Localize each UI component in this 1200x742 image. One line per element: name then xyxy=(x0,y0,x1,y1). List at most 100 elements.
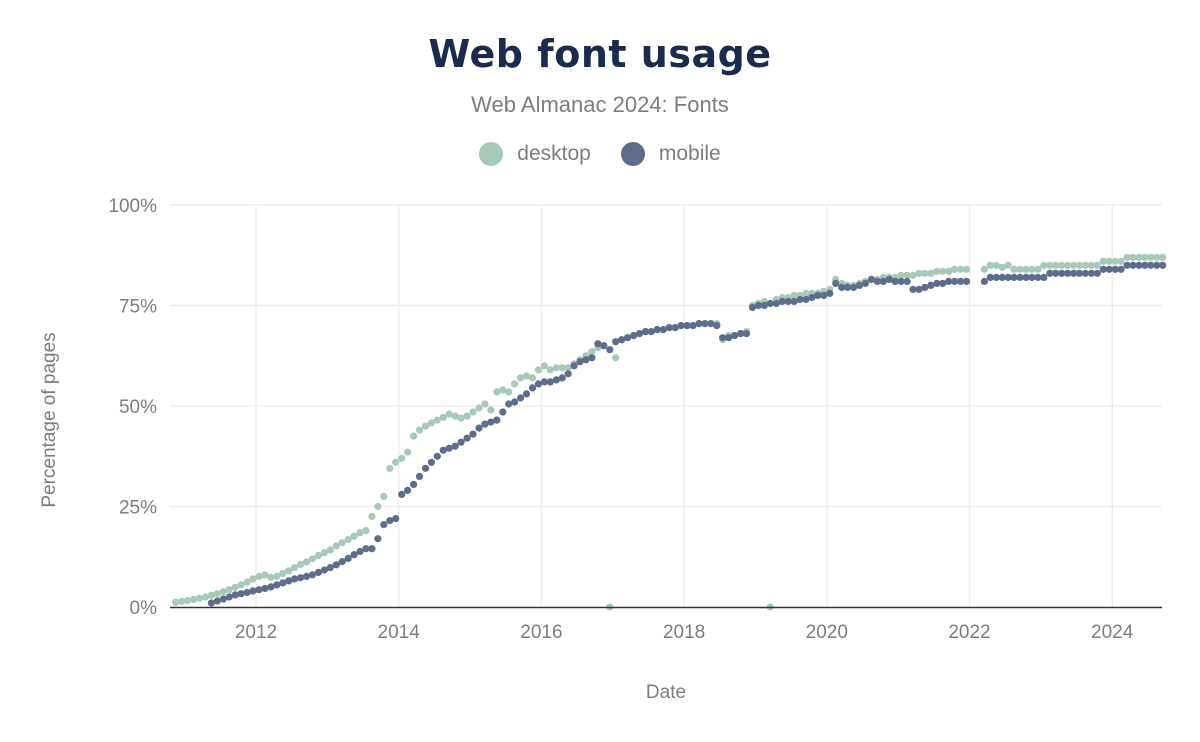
data-point-desktop xyxy=(463,412,471,420)
data-point-mobile xyxy=(1058,269,1066,277)
data-point-mobile xyxy=(891,277,899,285)
data-point-mobile xyxy=(939,279,947,287)
data-point-desktop xyxy=(522,372,531,380)
x-axis-label: Date xyxy=(646,682,686,703)
data-point-desktop xyxy=(308,555,317,563)
data-point-desktop xyxy=(190,595,198,604)
data-point-desktop xyxy=(802,289,810,297)
data-point-mobile xyxy=(314,568,322,577)
data-point-mobile xyxy=(1046,269,1054,277)
data-point-mobile xyxy=(802,295,810,304)
data-point-mobile xyxy=(1147,261,1155,269)
data-point-mobile xyxy=(261,584,269,593)
data-point-desktop xyxy=(451,412,459,420)
data-point-mobile xyxy=(1111,265,1119,273)
data-point-mobile xyxy=(297,574,305,582)
data-point-mobile xyxy=(600,342,608,350)
data-point-desktop xyxy=(213,590,221,598)
data-point-desktop xyxy=(421,422,430,430)
data-point-mobile xyxy=(410,480,418,488)
x-tick-label: 2024 xyxy=(1091,622,1134,643)
data-point-mobile xyxy=(1052,269,1060,277)
data-point-mobile xyxy=(356,547,364,556)
data-point-mobile xyxy=(772,299,780,308)
data-point-desktop xyxy=(903,271,911,279)
data-point-mobile xyxy=(1004,273,1012,281)
data-point-mobile xyxy=(671,324,679,332)
data-point-mobile xyxy=(689,322,697,330)
data-point-mobile xyxy=(784,297,792,306)
data-point-mobile xyxy=(522,390,531,398)
data-point-mobile xyxy=(707,320,715,328)
data-point-desktop xyxy=(332,542,340,550)
data-point-mobile xyxy=(231,591,239,599)
data-point-desktop xyxy=(897,271,905,279)
data-point-mobile xyxy=(861,279,870,287)
data-point-mobile xyxy=(844,283,852,291)
data-point-mobile xyxy=(659,326,667,334)
data-point-mobile xyxy=(719,334,727,342)
data-point-mobile xyxy=(213,597,221,605)
data-point-desktop xyxy=(386,464,394,472)
data-point-mobile xyxy=(1070,269,1078,277)
data-point-mobile xyxy=(1034,273,1042,281)
data-point-mobile xyxy=(1087,269,1095,277)
data-point-desktop xyxy=(552,364,560,372)
data-point-mobile xyxy=(528,384,537,392)
data-point-desktop xyxy=(1022,265,1030,273)
data-point-desktop xyxy=(1123,253,1131,261)
data-point-desktop xyxy=(1004,261,1012,269)
data-point-mobile xyxy=(1016,273,1024,281)
data-point-desktop xyxy=(1040,261,1048,269)
data-point-mobile xyxy=(451,442,459,450)
data-point-mobile xyxy=(927,281,935,289)
data-point-desktop xyxy=(201,593,210,601)
data-point-desktop xyxy=(499,386,507,394)
data-point-mobile xyxy=(945,277,953,285)
data-point-mobile xyxy=(838,283,846,291)
data-point-desktop xyxy=(1046,261,1054,269)
data-point-mobile xyxy=(582,356,590,364)
data-point-desktop xyxy=(921,269,929,277)
data-point-mobile xyxy=(766,299,774,308)
legend: desktop mobile xyxy=(0,142,1200,166)
data-point-mobile xyxy=(546,378,554,386)
data-point-mobile xyxy=(618,336,626,344)
data-point-mobile xyxy=(713,322,721,330)
data-point-mobile xyxy=(362,545,370,553)
data-point-mobile xyxy=(594,340,602,348)
data-point-desktop xyxy=(1099,257,1107,265)
data-point-desktop xyxy=(374,502,382,511)
data-point-desktop xyxy=(540,362,549,370)
data-point-mobile xyxy=(564,370,572,378)
data-point-desktop xyxy=(517,374,525,382)
data-point-mobile xyxy=(1117,265,1125,273)
data-point-mobile xyxy=(463,434,471,442)
data-point-mobile xyxy=(986,273,994,281)
data-point-desktop xyxy=(469,408,477,416)
data-point-mobile xyxy=(517,394,525,402)
data-point-mobile xyxy=(635,330,644,338)
data-point-desktop xyxy=(558,364,566,372)
data-point-mobile xyxy=(510,398,519,406)
legend-item-desktop[interactable]: desktop xyxy=(479,142,591,166)
data-point-mobile xyxy=(380,521,388,529)
data-point-mobile xyxy=(653,326,661,334)
data-point-desktop xyxy=(1147,253,1155,261)
data-point-mobile xyxy=(457,438,465,446)
data-point-mobile xyxy=(850,283,858,291)
data-point-desktop xyxy=(225,586,233,594)
data-point-mobile xyxy=(558,374,566,382)
data-point-desktop xyxy=(1141,253,1149,261)
data-point-desktop xyxy=(998,263,1006,271)
data-point-mobile xyxy=(540,378,549,386)
data-point-mobile xyxy=(683,322,691,330)
data-point-mobile xyxy=(249,587,257,595)
data-point-mobile xyxy=(1081,269,1089,277)
x-tick-label: 2012 xyxy=(235,622,277,643)
legend-item-mobile[interactable]: mobile xyxy=(620,142,721,166)
data-point-mobile xyxy=(273,581,281,589)
data-point-desktop xyxy=(957,265,965,273)
data-point-desktop xyxy=(172,598,180,606)
